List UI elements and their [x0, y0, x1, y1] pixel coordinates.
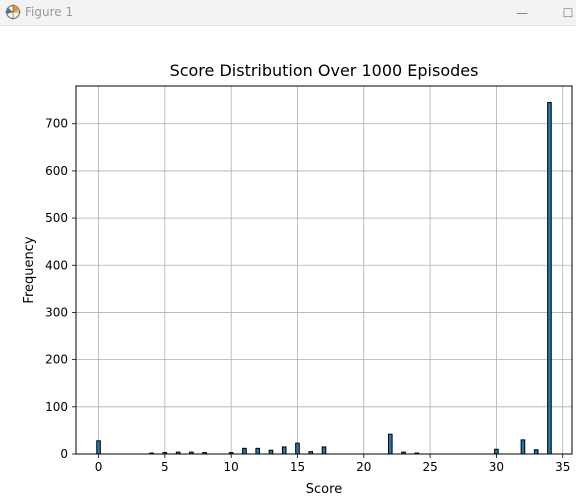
- y-tick-label: 0: [60, 447, 68, 461]
- matplotlib-app-icon: [4, 3, 22, 21]
- histogram-bar: [97, 441, 101, 454]
- histogram-bar: [534, 450, 538, 454]
- histogram-bar: [495, 449, 499, 454]
- figure-canvas: 0 5 10 15 20 25 30 35 0 100 200 300 400 500 600 700 Sco…: [0, 26, 576, 497]
- y-tick-label: 100: [45, 400, 68, 414]
- x-tick-label: 10: [224, 460, 239, 474]
- x-tick-label: 20: [356, 460, 371, 474]
- chart-title: Score Distribution Over 1000 Episodes: [170, 61, 479, 80]
- y-tick-label: 300: [45, 305, 68, 319]
- plot-frame: [76, 86, 572, 454]
- minimize-button[interactable]: —: [500, 0, 544, 26]
- window-title: Figure 1: [25, 5, 73, 19]
- maximize-icon: ☐: [563, 6, 574, 20]
- histogram-bar: [296, 443, 300, 454]
- histogram-bar: [548, 103, 552, 454]
- histogram-bar: [282, 447, 286, 454]
- window-titlebar: Figure 1 — ☐: [0, 0, 576, 26]
- y-tick-label: 400: [45, 258, 68, 272]
- x-tick-label: 35: [555, 460, 570, 474]
- x-tick-label: 5: [161, 460, 169, 474]
- histogram-bar: [322, 447, 326, 454]
- maximize-button[interactable]: ☐: [546, 0, 576, 26]
- y-tick-label: 600: [45, 164, 68, 178]
- bar-chart: 0 5 10 15 20 25 30 35 0 100 200 300 400 500 600 700 Sco…: [0, 26, 576, 497]
- y-axis-label: Frequency: [22, 236, 37, 303]
- histogram-bar: [269, 450, 273, 454]
- histogram-bar: [256, 448, 260, 454]
- grid-lines: [76, 86, 572, 454]
- minimize-icon: —: [516, 6, 528, 20]
- y-tick-label: 200: [45, 353, 68, 367]
- x-axis-label: Score: [306, 482, 342, 497]
- axis-ticks: 0 5 10 15 20 25 30 35 0 100 200 300 400 500 600 700: [45, 117, 570, 474]
- y-tick-label: 500: [45, 211, 68, 225]
- histogram-bar: [243, 448, 247, 454]
- x-tick-label: 30: [489, 460, 504, 474]
- histogram-bar: [521, 440, 525, 454]
- x-tick-label: 0: [95, 460, 103, 474]
- x-tick-label: 25: [422, 460, 437, 474]
- y-tick-label: 700: [45, 117, 68, 131]
- histogram-bar: [389, 434, 393, 454]
- x-tick-label: 15: [290, 460, 305, 474]
